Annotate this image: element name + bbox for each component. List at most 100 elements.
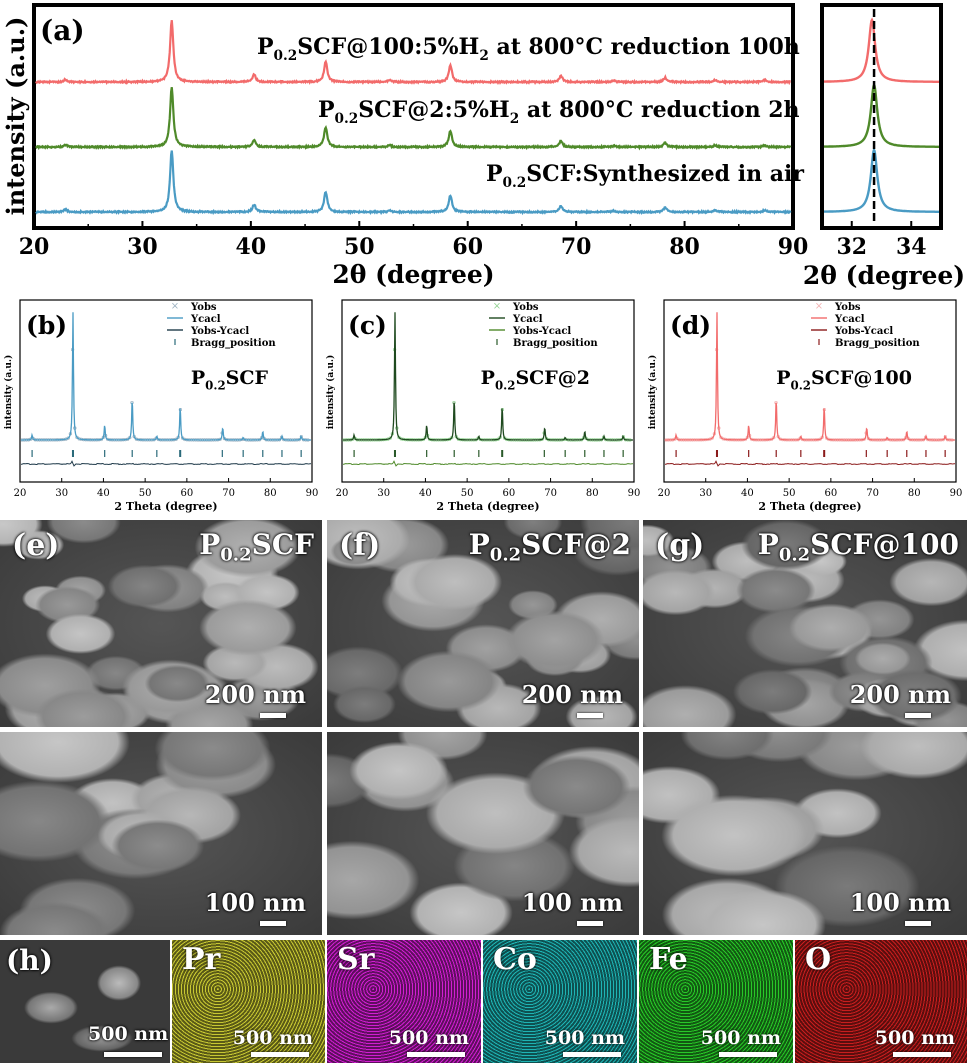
x-tick-label: 90 [306,488,319,499]
x-tick-label: 60 [824,488,837,499]
sem-image: (f) P0.2SCF@2 200 nm [327,520,639,727]
element-label: Fe [649,942,688,977]
legend-entry: Yobs [834,302,861,313]
scale-bar [104,1052,162,1057]
x-tick-label: 40 [419,488,432,499]
scale-bar-label: 500 nm [544,1027,625,1049]
sem-sample-label: P0.2SCF@2 [468,528,631,566]
y-axis-label: intensity (a.u.) [1,17,30,216]
sample-label: P0.2SCF [191,367,269,392]
refinement-chart-c: 20 30 40 50 60 70 80 90 2 Theta (degree) intensit… [325,299,641,513]
inset-x-tick-label: 32 [836,234,867,260]
yobs-point [710,436,714,440]
x-tick-label: 90 [628,488,641,499]
eds-map-pr: Pr 500 nm [172,940,325,1063]
eds-panel-label: (h) [6,944,53,977]
scale-bar [577,713,603,718]
curve-label: P0.2SCF@2:5%H2 at 800°C reduction 2h [318,97,800,127]
legend-entry: Bragg_position [513,338,598,349]
scale-bar [251,1052,309,1057]
sem-sample-label: P0.2SCF@100 [757,528,959,566]
scale-bar-label: 100 nm [204,888,306,917]
sem-panel-label: (f) [339,528,381,563]
legend-entry: Ycacl [834,314,865,325]
scale-bar-label: 200 nm [204,680,306,709]
x-tick-label: 90 [950,488,963,499]
sem-image: 100 nm [0,732,322,935]
scale-bar [407,1052,465,1057]
yobs-point [719,435,723,439]
sample-label: P0.2SCF@100 [776,367,912,392]
refinement-panel-b: 20 30 40 50 60 70 80 90 2 Theta (degree) intensit… [0,292,322,520]
legend-entry: Bragg_position [835,338,920,349]
x-tick-label: 80 [908,488,921,499]
y-axis-label: intensity (a.u.) [325,355,336,430]
refinement-chart-b: 20 30 40 50 60 70 80 90 2 Theta (degree) intensit… [3,299,319,513]
legend-entry: Ycacl [512,314,543,325]
x-tick-label: 20 [14,488,27,499]
scale-bar-label: 500 nm [700,1027,781,1049]
x-tick-label: 80 [669,234,700,260]
sem-panel-label: (e) [12,528,60,563]
refinement-panel-d: 20 30 40 50 60 70 80 90 2 Theta (degree) intensit… [644,292,967,520]
x-tick-label: 60 [502,488,515,499]
refinement-chart-d: 20 30 40 50 60 70 80 90 2 Theta (degree) intensit… [647,299,963,513]
yobs-point [66,436,70,440]
inset-series-line [824,17,939,83]
scale-bar [905,921,931,926]
refinement-frame [19,299,313,483]
x-tick-label: 40 [741,488,754,499]
panel-label: (c) [348,311,387,340]
eds-map-co: Co 500 nm [483,940,637,1063]
x-tick-label: 20 [336,488,349,499]
x-tick-label: 40 [236,234,267,260]
scale-bar [719,1052,777,1057]
scale-bar-label: 500 nm [388,1027,469,1049]
x-tick-label: 90 [778,234,809,260]
y-axis-label: intensity (a.u.) [3,355,14,430]
x-tick-label: 30 [55,488,68,499]
refinement-frame [663,299,957,483]
scale-bar-label: 100 nm [849,888,951,917]
yobs-point [388,436,392,440]
legend-entry: Bragg_position [191,338,276,349]
legend-entry: Ycacl [190,314,221,325]
x-tick-label: 60 [180,488,193,499]
ycalc-line [665,312,955,441]
difference-line [21,460,312,467]
scale-bar-label: 100 nm [521,888,623,917]
ycalc-line [21,312,311,441]
scale-bar-label: 500 nm [232,1027,313,1049]
scale-bar-label: 500 nm [874,1027,955,1049]
x-tick-label: 80 [264,488,277,499]
inset-x-tick-label: 34 [896,234,927,260]
legend-entry: Yobs [190,302,217,313]
x-tick-label: 40 [97,488,110,499]
x-axis-label: 2θ (degree) [332,260,494,289]
element-label: O [805,942,832,977]
inset-series-line [824,82,939,148]
x-tick-label: 20 [658,488,671,499]
inset-series-line [824,147,939,213]
x-tick-label: 20 [19,234,50,260]
scale-bar-label: 200 nm [849,680,951,709]
sem-image: 100 nm [643,732,967,935]
x-tick-label: 70 [544,488,557,499]
scale-bar-label: 200 nm [521,680,623,709]
x-tick-label: 30 [127,234,158,260]
legend-entry: Yobs-Ycacl [190,326,249,337]
x-tick-label: 50 [139,488,152,499]
legend-entry: Yobs-Ycacl [834,326,893,337]
x-axis-label: 2 Theta (degree) [436,500,539,513]
xrd-panel-a: 20 30 40 50 60 70 80 90 2θ (degree) intensity (a.… [0,0,967,292]
scale-bar [893,1052,951,1057]
eds-map-sr: Sr 500 nm [327,940,481,1063]
element-label: Pr [182,942,221,977]
x-axis-label: 2 Theta (degree) [758,500,861,513]
difference-line [343,460,634,467]
sem-image: 100 nm [327,732,639,935]
element-label: Co [493,942,537,977]
y-axis-label: intensity (a.u.) [647,355,658,430]
curve-label: P0.2SCF@100:5%H2 at 800°C reduction 100h [257,34,800,64]
